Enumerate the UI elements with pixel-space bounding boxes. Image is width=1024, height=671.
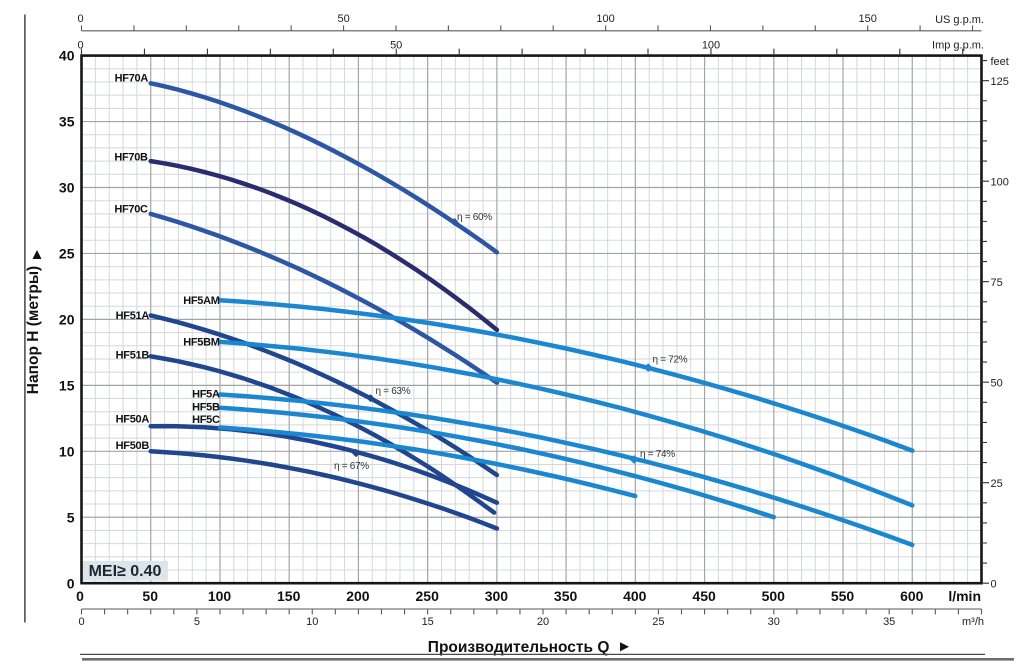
svg-text:0: 0 bbox=[76, 588, 84, 604]
svg-text:Imp g.p.m.: Imp g.p.m. bbox=[932, 39, 984, 51]
svg-text:25: 25 bbox=[652, 616, 664, 628]
svg-text:500: 500 bbox=[762, 588, 786, 604]
svg-text:450: 450 bbox=[692, 588, 716, 604]
svg-text:η = 60%: η = 60% bbox=[457, 212, 492, 223]
svg-text:η = 74%: η = 74% bbox=[640, 449, 675, 460]
svg-text:η = 63%: η = 63% bbox=[376, 386, 411, 397]
svg-text:50: 50 bbox=[142, 588, 158, 604]
svg-text:10: 10 bbox=[306, 616, 318, 628]
svg-text:25: 25 bbox=[991, 478, 1003, 490]
svg-text:MEI≥ 0.40: MEI≥ 0.40 bbox=[89, 563, 162, 580]
svg-text:HF5A: HF5A bbox=[192, 389, 220, 401]
svg-text:150: 150 bbox=[277, 588, 301, 604]
svg-text:35: 35 bbox=[59, 114, 75, 130]
svg-text:0: 0 bbox=[77, 13, 83, 25]
svg-text:HF5AM: HF5AM bbox=[183, 295, 220, 307]
svg-text:550: 550 bbox=[831, 588, 855, 604]
svg-text:150: 150 bbox=[859, 13, 877, 25]
svg-text:HF50B: HF50B bbox=[116, 440, 150, 452]
svg-text:100: 100 bbox=[596, 13, 614, 25]
svg-text:100: 100 bbox=[208, 588, 232, 604]
svg-text:HF70B: HF70B bbox=[114, 152, 148, 164]
svg-text:20: 20 bbox=[59, 312, 75, 328]
svg-text:HF5C: HF5C bbox=[192, 414, 220, 426]
svg-text:300: 300 bbox=[485, 588, 509, 604]
svg-text:350: 350 bbox=[554, 588, 578, 604]
svg-text:250: 250 bbox=[416, 588, 440, 604]
svg-text:HF5B: HF5B bbox=[192, 401, 220, 413]
svg-text:35: 35 bbox=[883, 616, 895, 628]
svg-text:15: 15 bbox=[59, 378, 75, 394]
svg-text:100: 100 bbox=[991, 177, 1009, 189]
svg-text:10: 10 bbox=[59, 443, 75, 459]
svg-text:US g.p.m.: US g.p.m. bbox=[935, 14, 984, 26]
svg-text:η = 72%: η = 72% bbox=[653, 355, 688, 366]
svg-text:5: 5 bbox=[194, 616, 200, 628]
svg-text:15: 15 bbox=[422, 616, 434, 628]
svg-text:m³/h: m³/h bbox=[962, 616, 984, 628]
svg-text:0: 0 bbox=[67, 575, 75, 591]
svg-text:HF50A: HF50A bbox=[116, 413, 150, 425]
svg-text:HF51A: HF51A bbox=[116, 310, 150, 322]
svg-text:600: 600 bbox=[900, 588, 924, 604]
svg-text:200: 200 bbox=[346, 588, 370, 604]
svg-text:feet: feet bbox=[991, 56, 1009, 68]
svg-text:400: 400 bbox=[623, 588, 647, 604]
svg-text:40: 40 bbox=[59, 48, 75, 64]
svg-text:0: 0 bbox=[78, 616, 84, 628]
svg-text:75: 75 bbox=[991, 277, 1003, 289]
svg-text:25: 25 bbox=[59, 246, 75, 262]
svg-text:HF51B: HF51B bbox=[116, 350, 150, 362]
svg-text:η = 67%: η = 67% bbox=[334, 461, 369, 472]
svg-text:0: 0 bbox=[77, 39, 83, 51]
svg-text:20: 20 bbox=[537, 616, 549, 628]
svg-text:Производительность Q: Производительность Q bbox=[428, 639, 610, 656]
svg-text:0: 0 bbox=[991, 579, 997, 591]
svg-text:125: 125 bbox=[991, 76, 1009, 88]
svg-text:5: 5 bbox=[67, 509, 75, 525]
svg-text:Напор H (метры): Напор H (метры) bbox=[25, 266, 42, 394]
svg-text:HF70C: HF70C bbox=[114, 204, 148, 216]
svg-text:HF70A: HF70A bbox=[115, 73, 149, 85]
svg-text:50: 50 bbox=[991, 378, 1003, 390]
svg-text:50: 50 bbox=[390, 39, 402, 51]
svg-text:50: 50 bbox=[337, 13, 349, 25]
svg-text:30: 30 bbox=[768, 616, 780, 628]
svg-text:HF5BM: HF5BM bbox=[183, 337, 220, 349]
svg-text:30: 30 bbox=[59, 180, 75, 196]
svg-text:l/min: l/min bbox=[948, 588, 981, 604]
svg-text:100: 100 bbox=[702, 39, 720, 51]
